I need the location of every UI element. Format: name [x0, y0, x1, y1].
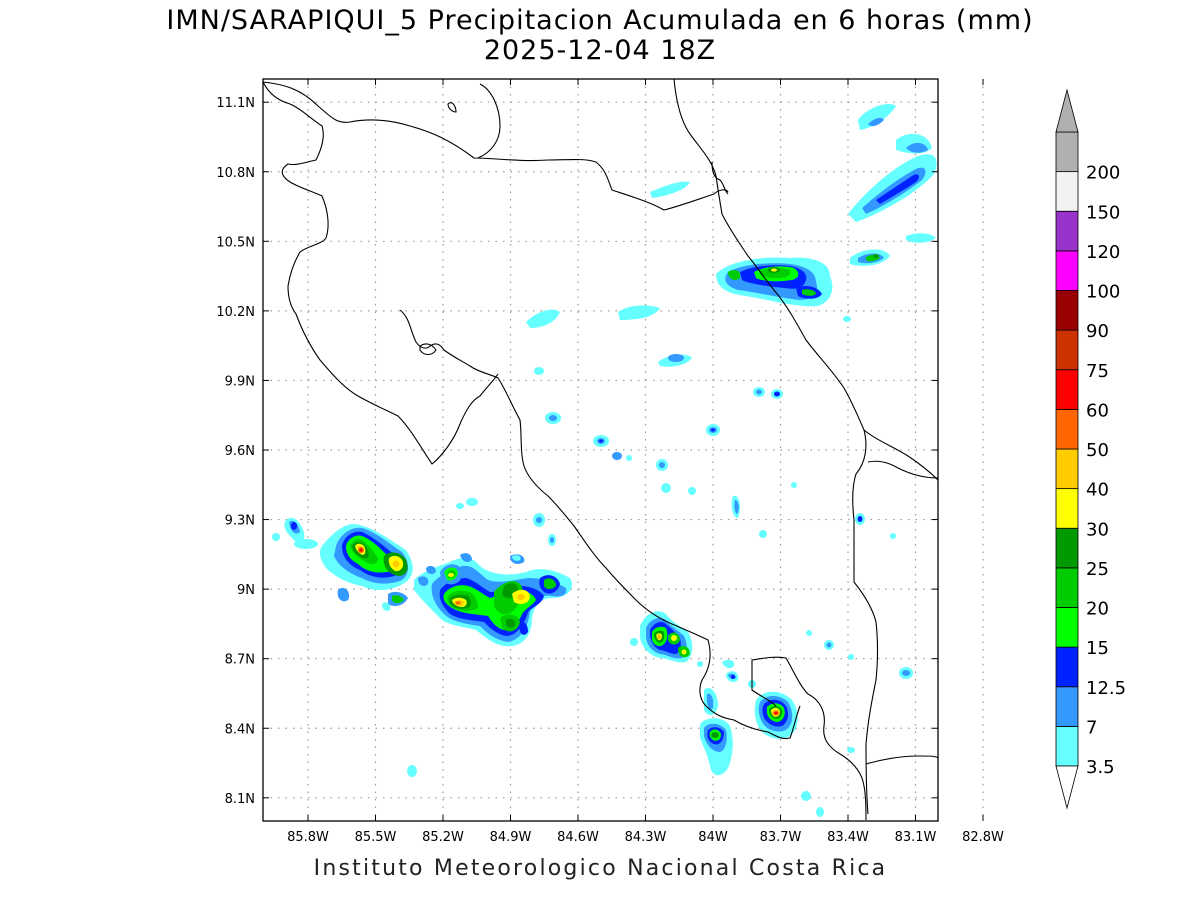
precip-area-sarapiqui — [716, 257, 851, 322]
x-tick-label: 83.1W — [895, 830, 937, 845]
nicaragua-border — [263, 81, 729, 211]
colorbar-level-label: 25 — [1086, 559, 1109, 580]
colorbar-legend: 3.5 7 12.5 15 20 25 30 40 50 60 75 90 100 120 150 200 — [1055, 88, 1126, 810]
x-tick-label: 85.2W — [422, 830, 464, 845]
burica-coast — [751, 660, 777, 707]
colorbar-max-arrow — [1055, 88, 1079, 133]
colorbar-swatch — [1055, 607, 1079, 648]
caribbean-coast — [673, 79, 938, 481]
colorbar-swatch — [1055, 131, 1079, 173]
colorbar-min-arrow — [1055, 765, 1079, 810]
x-tick-label: 84.3W — [625, 830, 667, 845]
colorbar-level-label: 15 — [1086, 638, 1109, 659]
colorbar-level-label: 200 — [1086, 163, 1120, 184]
x-tick-label: 84.9W — [490, 830, 532, 845]
colorbar-swatch — [1055, 686, 1079, 727]
map-subtitle-date: 2025-12-04 18Z — [483, 35, 717, 66]
colorbar-level-label: 60 — [1086, 400, 1109, 421]
colorbar-swatch — [1055, 408, 1079, 450]
x-tick-label: 83.7W — [760, 830, 802, 845]
colorbar-level-label: 120 — [1086, 242, 1120, 263]
colorbar-swatch — [1055, 171, 1079, 212]
y-tick-label: 10.5N — [216, 235, 255, 250]
colorbar-swatch — [1055, 725, 1079, 767]
y-tick-label: 8.1N — [225, 792, 255, 807]
guanacaste-coast — [263, 81, 499, 465]
y-axis-ticks: 8.1N 8.4N 8.7N 9N 9.3N 9.6N 9.9N 10.2N 10.5N 10.8… — [216, 96, 938, 807]
precip-area-nicoya — [272, 517, 413, 611]
y-tick-label: 8.4N — [225, 722, 255, 737]
x-axis-ticks: 85.8W 85.5W 85.2W 84.9W 84.6W 84.3W 84W 83.7W 83… — [287, 79, 1004, 845]
x-tick-label: 84.6W — [557, 830, 599, 845]
x-tick-label: 84W — [698, 830, 728, 845]
gulf-nicoya-coast — [399, 309, 801, 740]
colorbar-swatch — [1055, 329, 1079, 371]
precip-area-central-pacific — [414, 553, 572, 647]
y-tick-label: 9.3N — [225, 514, 255, 529]
colorbar-swatch — [1055, 369, 1079, 410]
colorbar-swatch — [1055, 250, 1079, 291]
colorbar-swatch — [1055, 448, 1079, 490]
colorbar-swatch — [1055, 646, 1079, 688]
precip-area-south-pacific — [630, 611, 798, 776]
precipitation-field — [272, 103, 937, 817]
colorbar-level-label: 40 — [1086, 480, 1109, 501]
y-tick-label: 10.8N — [216, 166, 255, 181]
golfo-dulce-coast — [751, 656, 867, 821]
panama-pacific-coast — [865, 755, 938, 765]
y-tick-label: 9N — [237, 583, 255, 598]
y-tick-label: 9.9N — [225, 374, 255, 389]
y-tick-label: 9.6N — [225, 444, 255, 459]
colorbar-level-label: 90 — [1086, 321, 1109, 342]
colorbar-level-label: 100 — [1086, 282, 1120, 303]
colorbar-level-label: 150 — [1086, 202, 1120, 223]
nicaragua-lake-shore — [477, 83, 501, 159]
precip-area-scattered — [407, 305, 913, 817]
colorbar-level-label: 3.5 — [1086, 757, 1115, 778]
y-tick-label: 11.1N — [216, 96, 255, 111]
colorbar-swatch — [1055, 527, 1079, 569]
colorbar-level-label: 12.5 — [1086, 678, 1126, 699]
map-gridlines — [263, 79, 984, 821]
colorbar-level-label: 7 — [1086, 717, 1097, 738]
colorbar-swatch — [1055, 567, 1079, 608]
colorbar-level-label: 20 — [1086, 599, 1109, 620]
colorbar-swatch — [1055, 210, 1079, 252]
x-tick-label: 83.4W — [827, 830, 869, 845]
panama-coast — [867, 460, 938, 479]
coastlines-borders — [263, 79, 938, 821]
colorbar-level-label: 30 — [1086, 519, 1109, 540]
x-tick-label: 85.5W — [355, 830, 397, 845]
y-tick-label: 10.2N — [216, 305, 255, 320]
colorbar-swatch — [1055, 290, 1079, 331]
small-island-north — [447, 102, 457, 113]
colorbar-swatch — [1055, 488, 1079, 529]
x-tick-label: 82.8W — [962, 830, 1004, 845]
caribbean-coast-bay — [711, 161, 729, 195]
x-tick-label: 85.8W — [287, 830, 329, 845]
y-tick-label: 8.7N — [225, 653, 255, 668]
colorbar-level-label: 75 — [1086, 361, 1109, 382]
precip-area-caribbean-north — [650, 103, 937, 266]
panama-border — [852, 429, 879, 815]
footer-credit: Instituto Meteorologico Nacional Costa R… — [313, 856, 888, 881]
nicoya-island — [419, 343, 437, 356]
colorbar-level-label: 50 — [1086, 440, 1109, 461]
map-title: IMN/SARAPIQUI_5 Precipitacion Acumulada … — [166, 5, 1034, 36]
